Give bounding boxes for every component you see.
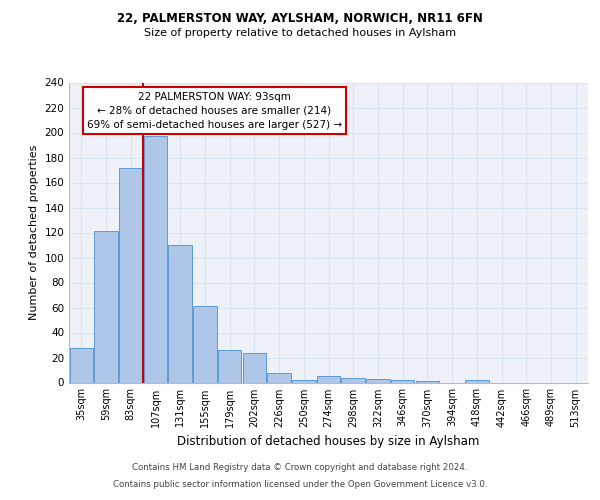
Bar [144,136,167,382]
X-axis label: Distribution of detached houses by size in Aylsham: Distribution of detached houses by size … [178,435,479,448]
Bar [366,379,389,382]
Text: Size of property relative to detached houses in Aylsham: Size of property relative to detached ho… [144,28,456,38]
Text: 22 PALMERSTON WAY: 93sqm
← 28% of detached houses are smaller (214)
69% of semi-: 22 PALMERSTON WAY: 93sqm ← 28% of detach… [87,92,342,130]
Bar [119,168,143,382]
Bar [391,380,415,382]
Bar [193,306,217,382]
Bar [341,378,365,382]
Bar [416,381,439,382]
Text: Contains HM Land Registry data © Crown copyright and database right 2024.: Contains HM Land Registry data © Crown c… [132,464,468,472]
Bar [70,348,93,382]
Bar [218,350,241,382]
Bar [268,372,291,382]
Bar [94,231,118,382]
Text: 22, PALMERSTON WAY, AYLSHAM, NORWICH, NR11 6FN: 22, PALMERSTON WAY, AYLSHAM, NORWICH, NR… [117,12,483,26]
Y-axis label: Number of detached properties: Number of detached properties [29,145,39,320]
Bar [169,245,192,382]
Bar [317,376,340,382]
Bar [242,352,266,382]
Bar [465,380,488,382]
Bar [292,380,316,382]
Text: Contains public sector information licensed under the Open Government Licence v3: Contains public sector information licen… [113,480,487,489]
